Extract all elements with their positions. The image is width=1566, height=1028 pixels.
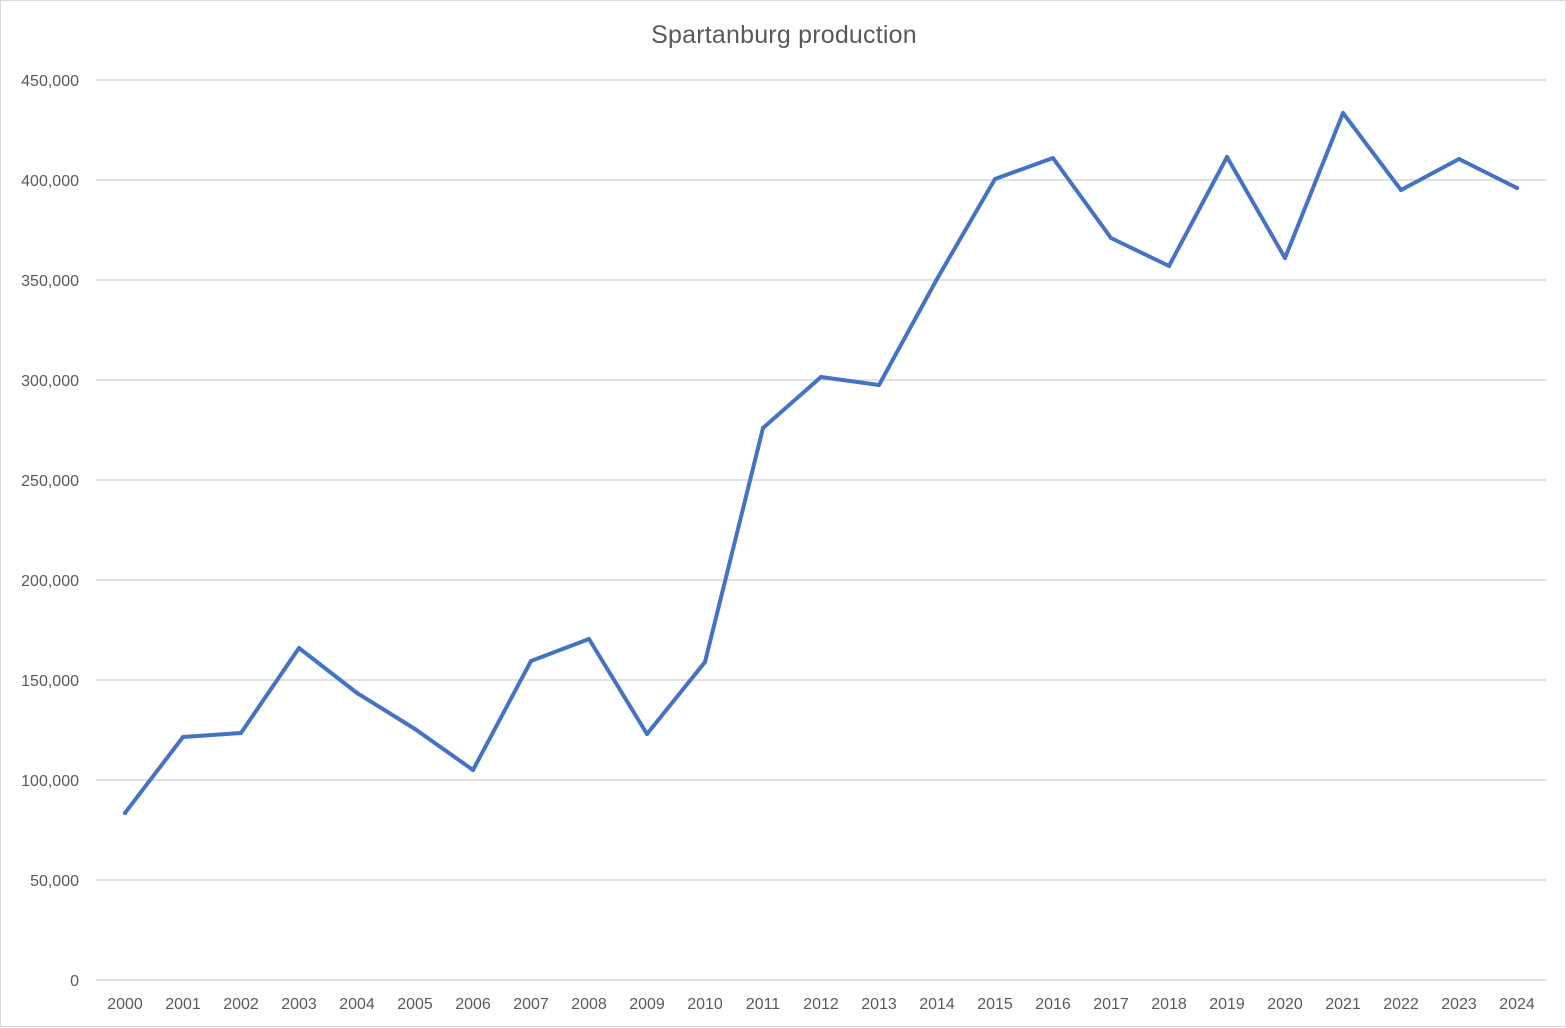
- data-point: [703, 660, 707, 664]
- x-tick-label: 2008: [571, 996, 607, 1013]
- data-point: [1051, 156, 1055, 160]
- data-point: [529, 659, 533, 663]
- data-point: [645, 732, 649, 736]
- x-tick-label: 2022: [1383, 996, 1419, 1013]
- y-tick-label: 350,000: [21, 273, 79, 290]
- data-point: [1341, 111, 1345, 115]
- x-tick-label: 2010: [687, 996, 723, 1013]
- x-tick-label: 2021: [1325, 996, 1361, 1013]
- gridlines: [96, 79, 1546, 981]
- x-tick-label: 2011: [746, 996, 781, 1013]
- x-tick-label: 2016: [1035, 996, 1071, 1013]
- x-tick-label: 2017: [1093, 996, 1129, 1013]
- series-layer: [123, 111, 1519, 815]
- data-point: [1457, 157, 1461, 161]
- x-tick-label: 2004: [339, 996, 375, 1013]
- y-tick-label: 250,000: [21, 473, 79, 490]
- data-point: [413, 727, 417, 731]
- x-tick-label: 2003: [281, 996, 317, 1013]
- y-tick-label: 150,000: [21, 673, 79, 690]
- y-tick-label: 0: [70, 973, 79, 990]
- x-tick-label: 2019: [1209, 996, 1245, 1013]
- x-tick-label: 2007: [513, 996, 549, 1013]
- data-point: [1399, 188, 1403, 192]
- data-point: [993, 177, 997, 181]
- data-point: [1225, 155, 1229, 159]
- x-tick-label: 2002: [223, 996, 259, 1013]
- x-tick-label: 2001: [165, 996, 201, 1013]
- x-tick-label: 2024: [1499, 996, 1535, 1013]
- y-tick-label: 300,000: [21, 373, 79, 390]
- x-tick-label: 2023: [1441, 996, 1477, 1013]
- y-tick-label: 100,000: [21, 773, 79, 790]
- data-point: [239, 731, 243, 735]
- x-axis-tick-labels: 2000 2001 2002 2003 2004 2005 2006 2007 2008 2009…: [107, 996, 1535, 1013]
- y-tick-label: 400,000: [21, 173, 79, 190]
- data-point: [1167, 264, 1171, 268]
- x-tick-label: 2012: [803, 996, 839, 1013]
- data-point: [819, 375, 823, 379]
- data-point: [1283, 256, 1287, 260]
- series-line: [123, 111, 1519, 815]
- x-tick-label: 2013: [861, 996, 897, 1013]
- y-tick-label: 50,000: [30, 873, 79, 890]
- data-point: [935, 277, 939, 281]
- chart-title: Spartanburg production: [651, 21, 917, 49]
- x-tick-label: 2018: [1151, 996, 1187, 1013]
- x-tick-label: 2000: [107, 996, 143, 1013]
- data-point: [877, 383, 881, 387]
- data-point: [123, 811, 127, 815]
- x-tick-label: 2014: [919, 996, 955, 1013]
- data-point: [181, 735, 185, 739]
- y-axis-tick-labels: 0 50,000 100,000 150,000 200,000 250,000 300,0…: [21, 73, 79, 990]
- x-tick-label: 2015: [977, 996, 1013, 1013]
- data-point: [355, 691, 359, 695]
- data-point: [1109, 236, 1113, 240]
- x-tick-label: 2006: [455, 996, 491, 1013]
- y-tick-label: 200,000: [21, 573, 79, 590]
- x-tick-label: 2009: [629, 996, 665, 1013]
- data-point: [1515, 186, 1519, 190]
- data-point: [761, 426, 765, 430]
- data-point: [471, 768, 475, 772]
- y-tick-label: 450,000: [21, 73, 79, 90]
- x-tick-label: 2005: [397, 996, 433, 1013]
- data-point: [297, 646, 301, 650]
- x-tick-label: 2020: [1267, 996, 1303, 1013]
- data-point: [587, 637, 591, 641]
